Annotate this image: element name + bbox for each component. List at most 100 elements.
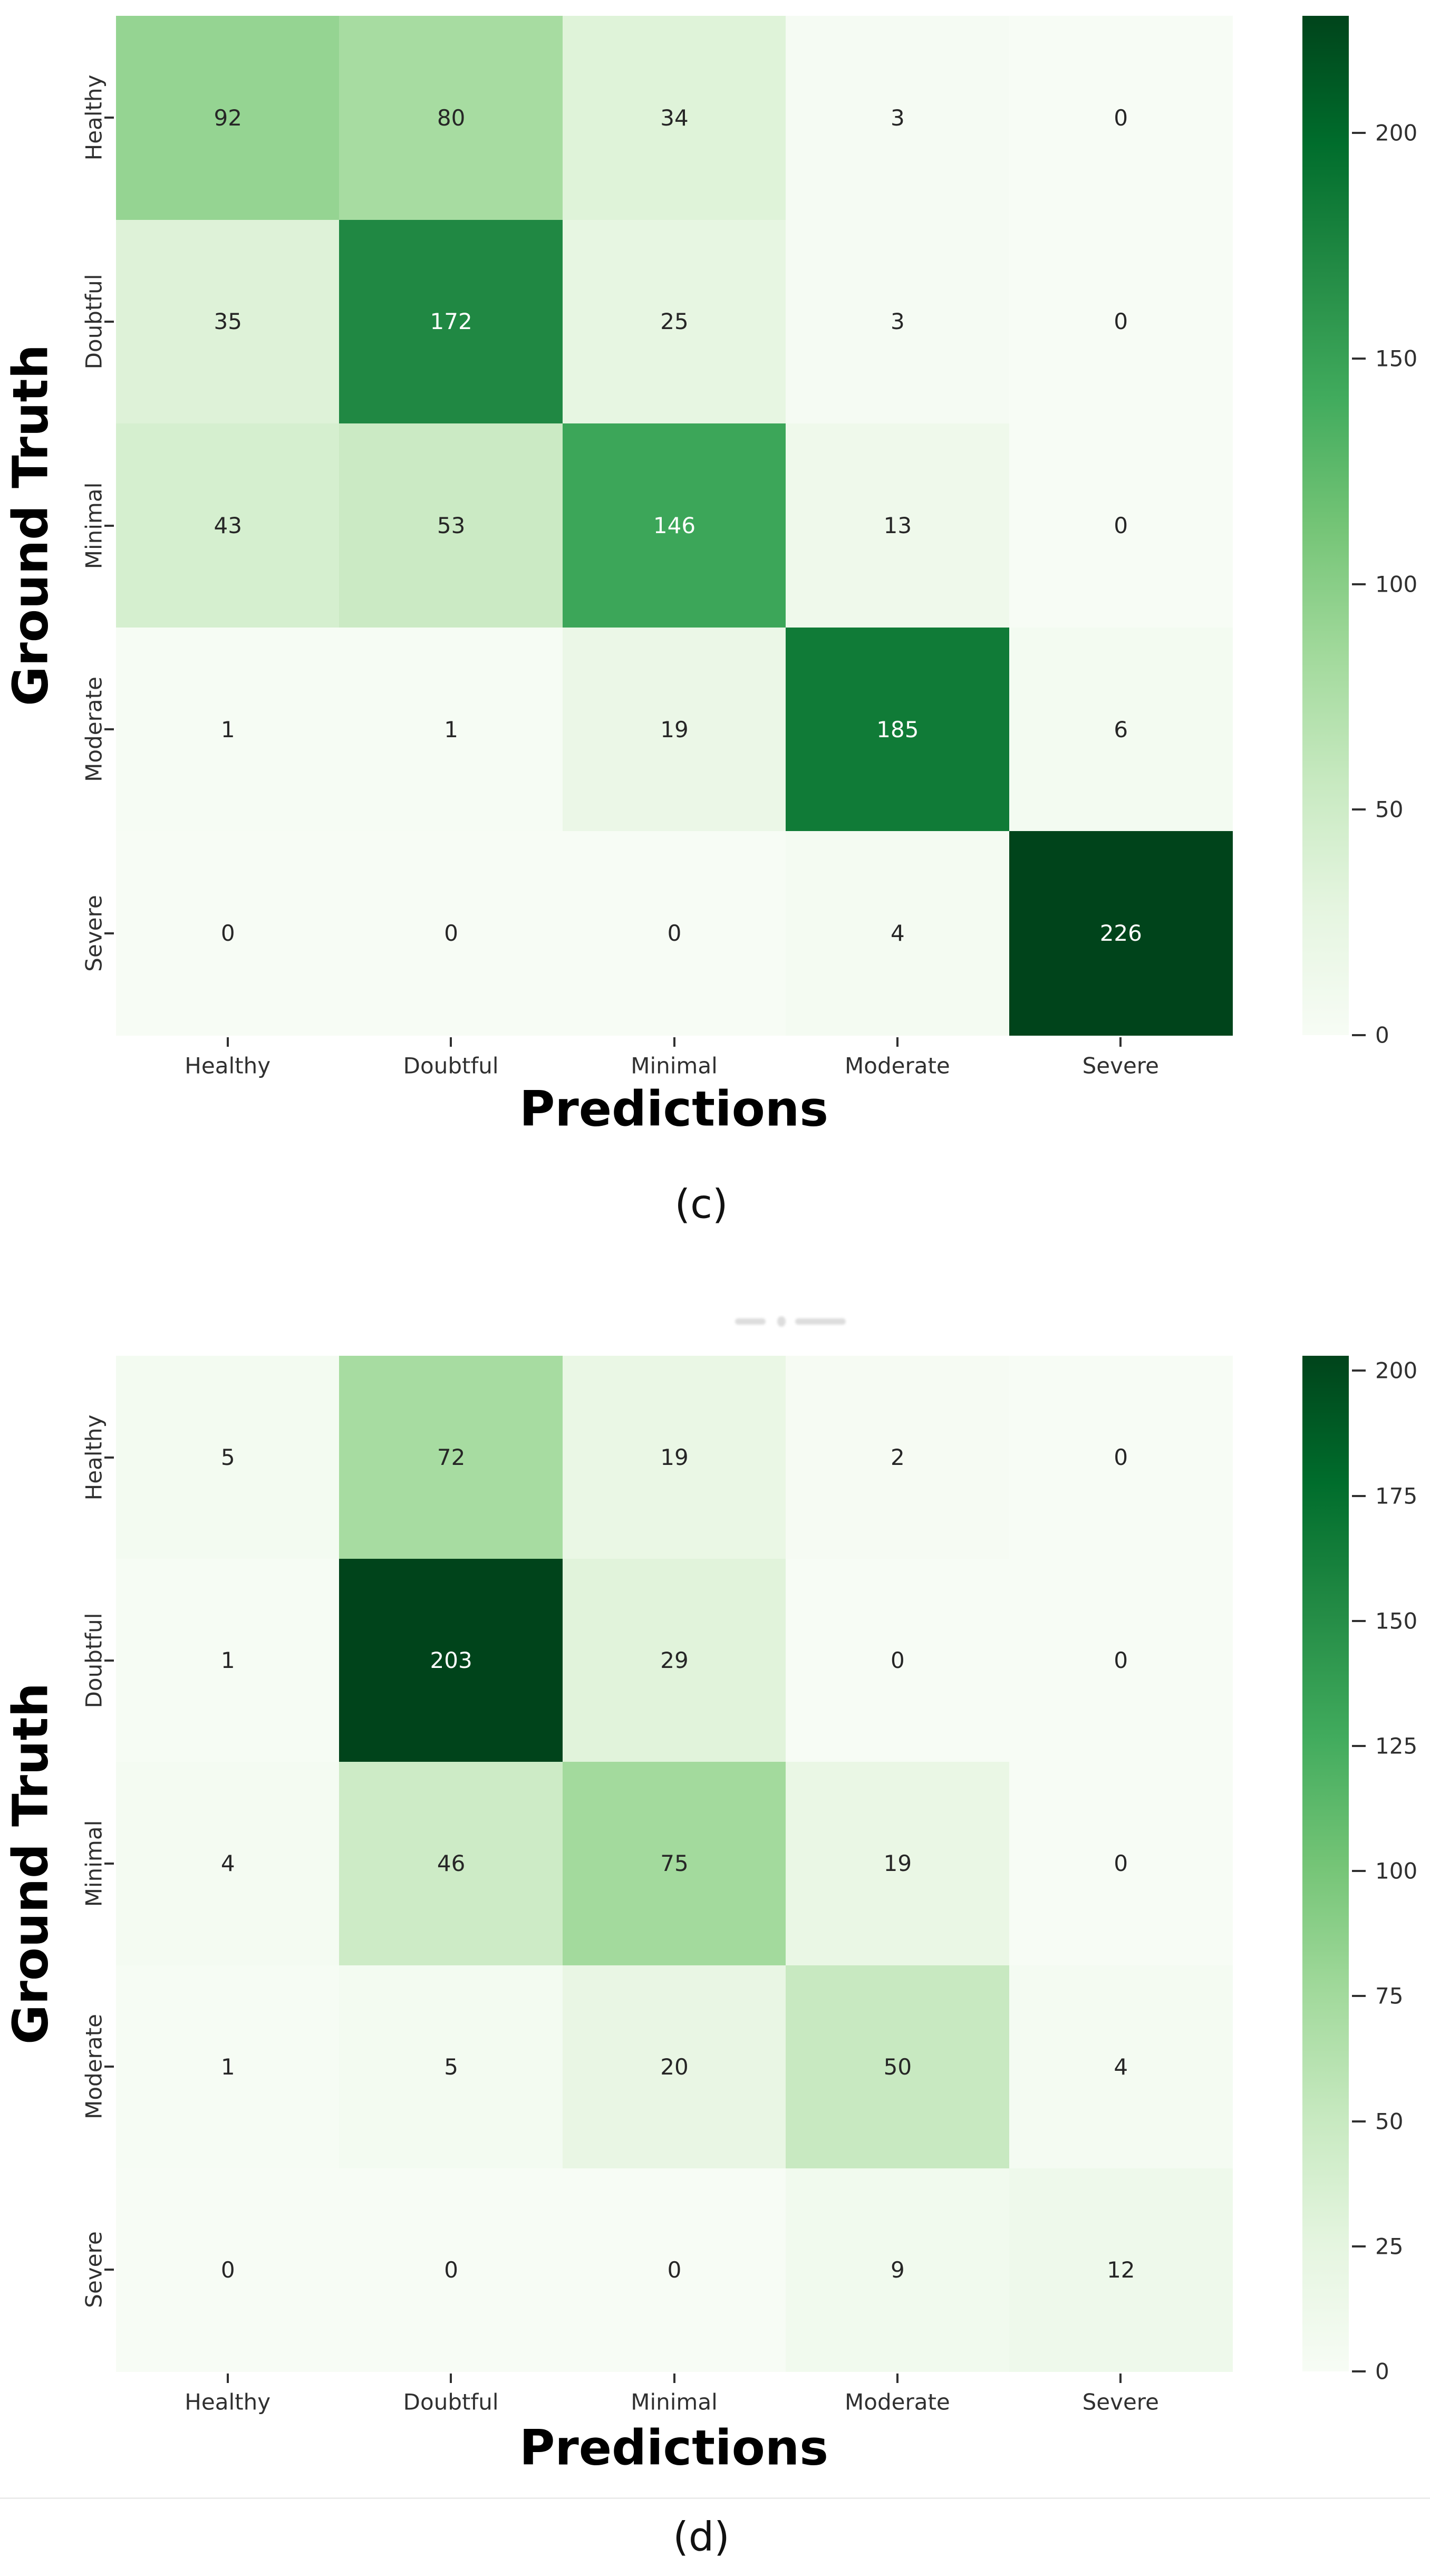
y-tick-mark xyxy=(104,1863,114,1865)
figure-caption: (c) xyxy=(674,1180,728,1228)
cell-value: 0 xyxy=(1114,308,1128,335)
heatmap-cell: 2 xyxy=(786,1356,1010,1560)
colorbar-tick-label: 125 xyxy=(1375,1733,1418,1759)
x-tick-label: Doubtful xyxy=(403,2389,499,2415)
colorbar-tick-label: 200 xyxy=(1375,120,1418,146)
x-tick-mark xyxy=(673,1037,675,1047)
x-tick-mark xyxy=(896,2374,898,2383)
y-axis-label: Ground Truth xyxy=(2,1683,59,2044)
heatmap-cell: 13 xyxy=(786,423,1010,628)
y-tick-mark xyxy=(104,524,114,527)
cell-value: 0 xyxy=(444,920,458,947)
cell-value: 19 xyxy=(660,716,689,742)
heatmap-cell: 3 xyxy=(786,219,1010,424)
colorbar-tick-label: 175 xyxy=(1375,1483,1418,1509)
heatmap-cell: 5 xyxy=(116,1356,340,1560)
y-tick-mark xyxy=(104,1659,114,1662)
colorbar-tick-label: 75 xyxy=(1375,1983,1404,2009)
colorbar-tick-mark xyxy=(1352,1745,1366,1748)
heatmap-cell: 1 xyxy=(116,627,340,832)
heatmap-cell: 6 xyxy=(1009,627,1233,832)
cell-value: 19 xyxy=(660,1444,689,1471)
heatmap-cell: 0 xyxy=(562,831,787,1036)
cell-value: 0 xyxy=(1114,1647,1128,1674)
colorbar-tick-label: 150 xyxy=(1375,345,1418,372)
cell-value: 12 xyxy=(1107,2256,1135,2283)
colorbar-tick-label: 50 xyxy=(1375,796,1404,823)
cell-value: 9 xyxy=(891,2256,905,2283)
heatmap-cell: 34 xyxy=(562,16,787,220)
cell-value: 0 xyxy=(667,2256,682,2283)
figure-caption: (d) xyxy=(673,2513,730,2560)
y-axis-label: Ground Truth xyxy=(2,344,59,706)
heatmap-cell: 43 xyxy=(116,423,340,628)
cell-value: 1 xyxy=(444,716,458,742)
y-tick-mark xyxy=(104,728,114,731)
heatmap-cell: 75 xyxy=(562,1762,787,1966)
cell-value: 43 xyxy=(214,512,242,538)
heatmap-cell: 92 xyxy=(116,16,340,220)
colorbar-tick-mark xyxy=(1352,1995,1366,1998)
cell-value: 185 xyxy=(876,716,919,742)
x-tick-mark xyxy=(1119,2374,1122,2383)
cell-value: 72 xyxy=(437,1444,466,1471)
cell-value: 0 xyxy=(444,2256,458,2283)
heatmap-cell: 29 xyxy=(562,1559,787,1763)
x-tick-mark xyxy=(450,2374,452,2383)
colorbar-tick-mark xyxy=(1352,1369,1366,1372)
cell-value: 20 xyxy=(660,2053,689,2080)
heatmap-cell: 0 xyxy=(1009,1762,1233,1966)
heatmap-cell: 4 xyxy=(116,1762,340,1966)
x-tick-label: Moderate xyxy=(845,2389,950,2415)
colorbar-tick-label: 150 xyxy=(1375,1608,1418,1634)
heatmap-cell: 226 xyxy=(1009,831,1233,1036)
colorbar-tick-mark xyxy=(1352,132,1366,134)
cell-value: 75 xyxy=(660,1850,689,1877)
y-tick-label: Doubtful xyxy=(81,1613,107,1709)
heatmap-cell: 50 xyxy=(786,1965,1010,2169)
x-tick-label: Minimal xyxy=(631,2389,718,2415)
x-tick-label: Healthy xyxy=(185,1053,271,1079)
y-tick-label: Minimal xyxy=(81,482,107,569)
y-tick-mark xyxy=(104,932,114,934)
x-tick-label: Severe xyxy=(1082,2389,1159,2415)
heatmap-cell: 0 xyxy=(1009,1356,1233,1560)
cell-value: 146 xyxy=(653,512,696,538)
colorbar-tick-mark xyxy=(1352,2245,1366,2247)
heatmap-cell: 80 xyxy=(339,16,563,220)
cell-value: 0 xyxy=(891,1647,905,1674)
divider-line xyxy=(0,2497,1430,2499)
colorbar-tick-mark xyxy=(1352,583,1366,585)
cell-value: 29 xyxy=(660,1647,689,1674)
cell-value: 0 xyxy=(220,920,235,947)
y-tick-label: Doubtful xyxy=(81,274,107,370)
y-tick-label: Severe xyxy=(81,894,107,972)
colorbar-tick-label: 25 xyxy=(1375,2233,1404,2260)
heatmap-cell: 0 xyxy=(1009,1559,1233,1763)
heatmap-cell: 172 xyxy=(339,219,563,424)
colorbar-tick-label: 50 xyxy=(1375,2108,1404,2135)
cell-value: 1 xyxy=(220,1647,235,1674)
heatmap-cell: 35 xyxy=(116,219,340,424)
heatmap-cell: 19 xyxy=(562,1356,787,1560)
heatmap-cell: 25 xyxy=(562,219,787,424)
y-tick-label: Moderate xyxy=(81,677,107,782)
cell-value: 50 xyxy=(883,2053,912,2080)
x-tick-mark xyxy=(673,2374,675,2383)
heatmap-cell: 9 xyxy=(786,2168,1010,2372)
y-tick-mark xyxy=(104,1456,114,1459)
heatmap-cell: 3 xyxy=(786,16,1010,220)
x-tick-mark xyxy=(226,2374,229,2383)
cell-value: 4 xyxy=(891,920,905,947)
y-tick-mark xyxy=(104,2066,114,2068)
cell-value: 203 xyxy=(430,1647,472,1674)
heatmap-cell: 0 xyxy=(1009,16,1233,220)
cell-value: 0 xyxy=(1114,512,1128,538)
heatmap-cell: 4 xyxy=(786,831,1010,1036)
heatmap-cell: 0 xyxy=(562,2168,787,2372)
y-tick-label: Severe xyxy=(81,2231,107,2309)
cell-value: 25 xyxy=(660,308,689,335)
x-axis-label: Predictions xyxy=(519,2419,829,2476)
cell-value: 0 xyxy=(1114,1850,1128,1877)
